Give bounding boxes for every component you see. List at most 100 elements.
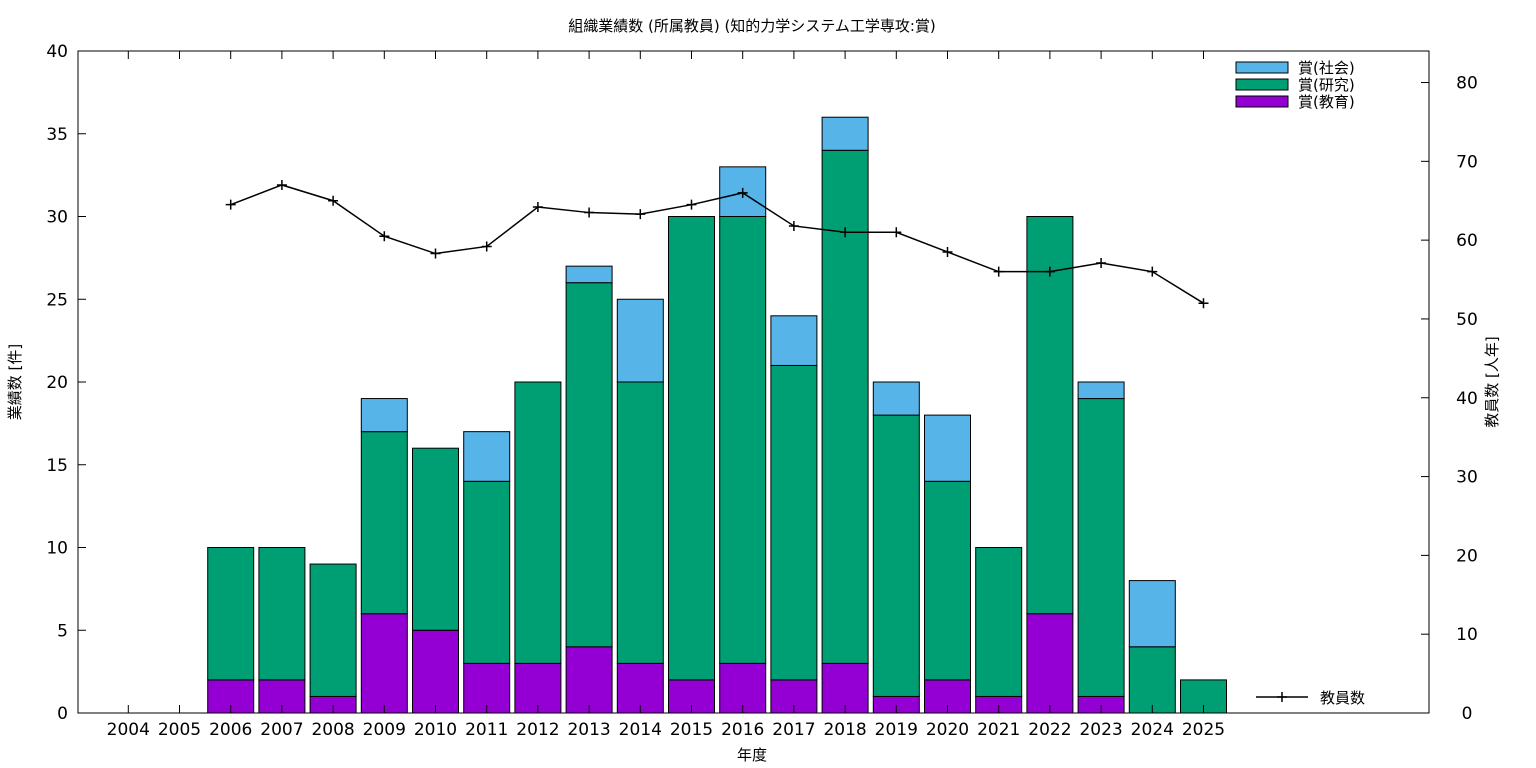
bar-2009-series-2 xyxy=(360,398,408,433)
x-tick-label-2005: 2005 xyxy=(158,720,201,740)
faculty-count-point-2013 xyxy=(584,207,595,218)
faculty-count-point-2008 xyxy=(328,195,339,206)
x-tick-label-2013: 2013 xyxy=(567,720,610,740)
x-tick-label-2012: 2012 xyxy=(516,720,559,740)
bar-2011-series-0 xyxy=(463,662,511,714)
bar-2014-series-1 xyxy=(616,381,664,664)
faculty-count-point-2025 xyxy=(1198,298,1209,309)
y-tick-label-0: 0 xyxy=(57,704,68,724)
y-tick-label-7: 35 xyxy=(46,125,68,145)
bar-2016-series-0 xyxy=(719,662,767,714)
bar-2013-series-2 xyxy=(565,265,613,284)
bar-2022-series-1 xyxy=(1026,216,1074,615)
x-tick-label-2022: 2022 xyxy=(1028,720,1071,740)
x-tick-label-2004: 2004 xyxy=(107,720,150,740)
bar-2013-series-1 xyxy=(565,282,613,648)
bar-2009-series-1 xyxy=(360,431,408,615)
bar-2009-series-0 xyxy=(360,613,408,714)
faculty-count-point-2021 xyxy=(993,266,1004,277)
y2-tick-label-6: 60 xyxy=(1456,231,1478,251)
bar-2023-series-2 xyxy=(1077,381,1125,400)
bar-2017-series-1 xyxy=(770,364,818,681)
faculty-count-point-2018 xyxy=(840,227,851,238)
x-tick-label-2025: 2025 xyxy=(1182,720,1225,740)
bar-2013-series-0 xyxy=(565,646,613,714)
bar-2011-series-2 xyxy=(463,431,511,482)
y2-tick-label-3: 30 xyxy=(1456,468,1478,488)
bar-2018-series-2 xyxy=(821,116,869,151)
faculty-count-point-2019 xyxy=(891,227,902,238)
x-tick-label-2014: 2014 xyxy=(619,720,662,740)
bar-2008-series-1 xyxy=(309,563,357,697)
bar-2006-series-1 xyxy=(207,547,255,681)
faculty-count-point-2020 xyxy=(942,246,953,257)
bar-2024-series-1 xyxy=(1128,646,1176,714)
legend-swatch-1 xyxy=(1235,78,1289,91)
legend-label-0: 賞(教育) xyxy=(1298,93,1355,111)
faculty-count-point-2016 xyxy=(737,187,748,198)
faculty-count-line xyxy=(230,184,1204,304)
y2-tick-label-5: 50 xyxy=(1456,310,1478,330)
faculty-count-point-2024 xyxy=(1147,266,1158,277)
bar-2019-series-2 xyxy=(872,381,920,416)
x-tick-label-2018: 2018 xyxy=(823,720,866,740)
bar-2023-series-1 xyxy=(1077,398,1125,697)
bar-2010-series-1 xyxy=(412,447,459,631)
y2-tick-label-7: 70 xyxy=(1456,152,1478,172)
y2-tick-label-2: 20 xyxy=(1456,546,1478,566)
y-tick-label-2: 10 xyxy=(46,539,68,559)
x-tick-label-2007: 2007 xyxy=(260,720,303,740)
faculty-count-point-2014 xyxy=(635,209,646,220)
y-tick-label-3: 15 xyxy=(46,456,68,476)
x-tick-label-2024: 2024 xyxy=(1131,720,1174,740)
legend-swatch-0 xyxy=(1235,95,1289,108)
x-tick-label-2023: 2023 xyxy=(1079,720,1122,740)
y-tick-label-8: 40 xyxy=(46,42,68,62)
bar-2016-series-1 xyxy=(719,216,767,664)
faculty-count-point-2015 xyxy=(686,199,697,210)
legend-label-1: 賞(研究) xyxy=(1298,76,1355,94)
x-tick-label-2006: 2006 xyxy=(209,720,252,740)
bar-2015-series-1 xyxy=(668,216,715,681)
faculty-count-point-2007 xyxy=(276,179,287,190)
chart-title: 組織業績数 (所属教員) (知的力学システム工学専攻:賞) xyxy=(568,17,936,35)
x-tick-label-2020: 2020 xyxy=(926,720,969,740)
x-axis-label: 年度 xyxy=(737,746,767,764)
y2-tick-label-8: 80 xyxy=(1456,74,1478,94)
faculty-count-point-2012 xyxy=(532,202,543,213)
faculty-count-point-2017 xyxy=(788,220,799,231)
y-tick-label-1: 5 xyxy=(57,621,68,641)
bar-2017-series-2 xyxy=(770,315,818,366)
bar-2014-series-2 xyxy=(616,298,664,383)
faculty-count-point-2010 xyxy=(430,248,441,259)
legend-line-marker xyxy=(1277,692,1287,702)
bar-2019-series-1 xyxy=(872,414,920,697)
bar-2007-series-1 xyxy=(258,547,306,681)
x-tick-label-2017: 2017 xyxy=(772,720,815,740)
y-tick-label-4: 20 xyxy=(46,373,68,393)
faculty-count-point-2011 xyxy=(481,241,492,252)
bar-2012-series-1 xyxy=(514,381,562,664)
x-tick-label-2019: 2019 xyxy=(875,720,918,740)
bar-2011-series-1 xyxy=(463,480,511,664)
bar-2022-series-0 xyxy=(1026,613,1074,714)
bar-2020-series-2 xyxy=(924,414,971,482)
legend-label-2: 賞(社会) xyxy=(1298,59,1355,77)
bar-2020-series-1 xyxy=(924,480,971,681)
faculty-count-point-2023 xyxy=(1096,257,1107,268)
x-tick-label-2015: 2015 xyxy=(670,720,713,740)
legend-swatch-2 xyxy=(1235,61,1289,74)
bar-2018-series-1 xyxy=(821,149,869,664)
faculty-count-point-2006 xyxy=(225,199,236,210)
x-tick-label-2008: 2008 xyxy=(311,720,354,740)
y-tick-label-6: 30 xyxy=(46,208,68,228)
bar-2021-series-1 xyxy=(975,547,1023,697)
faculty-count-point-2009 xyxy=(379,231,390,242)
y2-axis-label: 教員数 [人年] xyxy=(1483,336,1501,427)
y2-tick-label-0: 0 xyxy=(1462,704,1473,724)
y2-tick-label-1: 10 xyxy=(1456,625,1478,645)
x-tick-label-2009: 2009 xyxy=(363,720,406,740)
x-tick-label-2016: 2016 xyxy=(721,720,764,740)
